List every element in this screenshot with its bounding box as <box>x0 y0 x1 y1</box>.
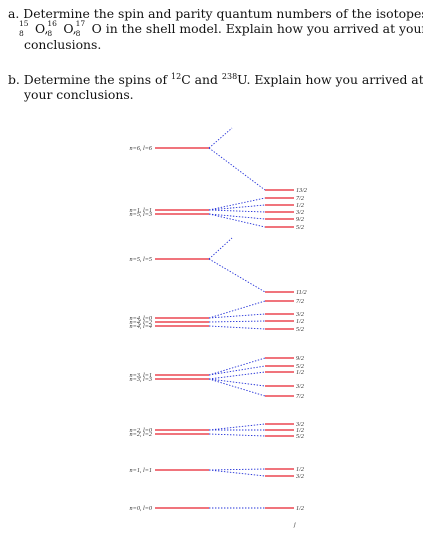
right-level-label: 11/2 <box>296 289 307 296</box>
left-level-label: n=5, l=5 <box>130 256 152 263</box>
left-level-label: n=4, l=2 <box>130 319 152 326</box>
connector-line <box>208 300 266 319</box>
left-level-label: n=2, l=2 <box>130 431 152 438</box>
connector-line <box>208 204 266 211</box>
connector-line <box>208 468 266 471</box>
connector-line <box>208 469 266 477</box>
right-level-label: 3/2 <box>295 209 304 216</box>
right-level-label: 5/2 <box>296 433 304 440</box>
question-a: a. Determine the spin and parity quantum… <box>8 6 423 52</box>
connector-line <box>208 237 233 260</box>
left-level-label: n=1, l=1 <box>130 207 152 214</box>
connector-line <box>208 433 266 437</box>
connector-line <box>208 127 233 149</box>
question-b-tail: your conclusions. <box>24 87 134 103</box>
j-axis-label: j <box>293 521 296 528</box>
connector-line <box>208 258 266 293</box>
right-level-label: 1/2 <box>296 318 304 325</box>
connector-line <box>208 209 266 213</box>
connector-line <box>208 325 266 330</box>
question-a-prefix: a. Determine the spin and parity quantum… <box>8 6 423 21</box>
right-level-label: 5/2 <box>296 363 304 370</box>
connector-line <box>208 197 266 211</box>
left-level-label: n=6, l=6 <box>130 145 153 152</box>
right-level-label: 1/2 <box>296 369 304 376</box>
right-level-label: 1/2 <box>296 427 304 434</box>
left-level-label: n=3, l=1 <box>130 372 152 379</box>
right-level-label: 5/2 <box>296 224 304 231</box>
right-level-label: 3/2 <box>295 383 304 390</box>
connector-line <box>208 378 266 387</box>
right-level-label: 3/2 <box>295 421 304 428</box>
right-level-label: 3/2 <box>295 311 304 318</box>
connector-line <box>208 378 266 397</box>
question-a-suffix: in the shell model. Explain how you arri… <box>101 21 423 37</box>
left-level-label: n=1, l=1 <box>130 467 152 474</box>
right-level-label: 9/2 <box>296 355 304 362</box>
connector-line <box>208 313 266 319</box>
left-level-label: n=4, l=0 <box>130 315 153 322</box>
right-level-label: 7/2 <box>296 298 304 305</box>
connector-line <box>208 213 266 228</box>
left-level-label: n=3, l=3 <box>130 376 152 383</box>
right-level-label: 9/2 <box>296 216 304 223</box>
connector-line <box>208 357 266 376</box>
connector-line <box>208 213 266 220</box>
left-level-label: n=2, l=0 <box>130 427 153 434</box>
right-level-label: 1/2 <box>296 505 304 512</box>
connector-line <box>208 320 266 323</box>
right-level-label: 1/2 <box>296 466 304 473</box>
left-level-label: n=0, l=0 <box>130 505 153 512</box>
question-a-tail: conclusions. <box>24 36 102 52</box>
connector-line <box>208 147 266 191</box>
right-level-label: 5/2 <box>296 326 304 333</box>
right-level-label: 7/2 <box>296 195 304 202</box>
question-b: b. Determine the spins of 12C and 238U. … <box>8 71 423 103</box>
right-level-label: 7/2 <box>296 393 304 400</box>
connector-line <box>208 371 266 380</box>
connector-line <box>208 423 266 431</box>
right-level-label: 1/2 <box>296 202 304 209</box>
right-level-label: 13/2 <box>296 187 307 194</box>
left-level-label: n=4, l=4 <box>130 323 152 330</box>
connector-line <box>208 365 266 376</box>
right-level-label: 3/2 <box>295 473 304 480</box>
left-level-label: n=5, l=3 <box>130 211 152 218</box>
